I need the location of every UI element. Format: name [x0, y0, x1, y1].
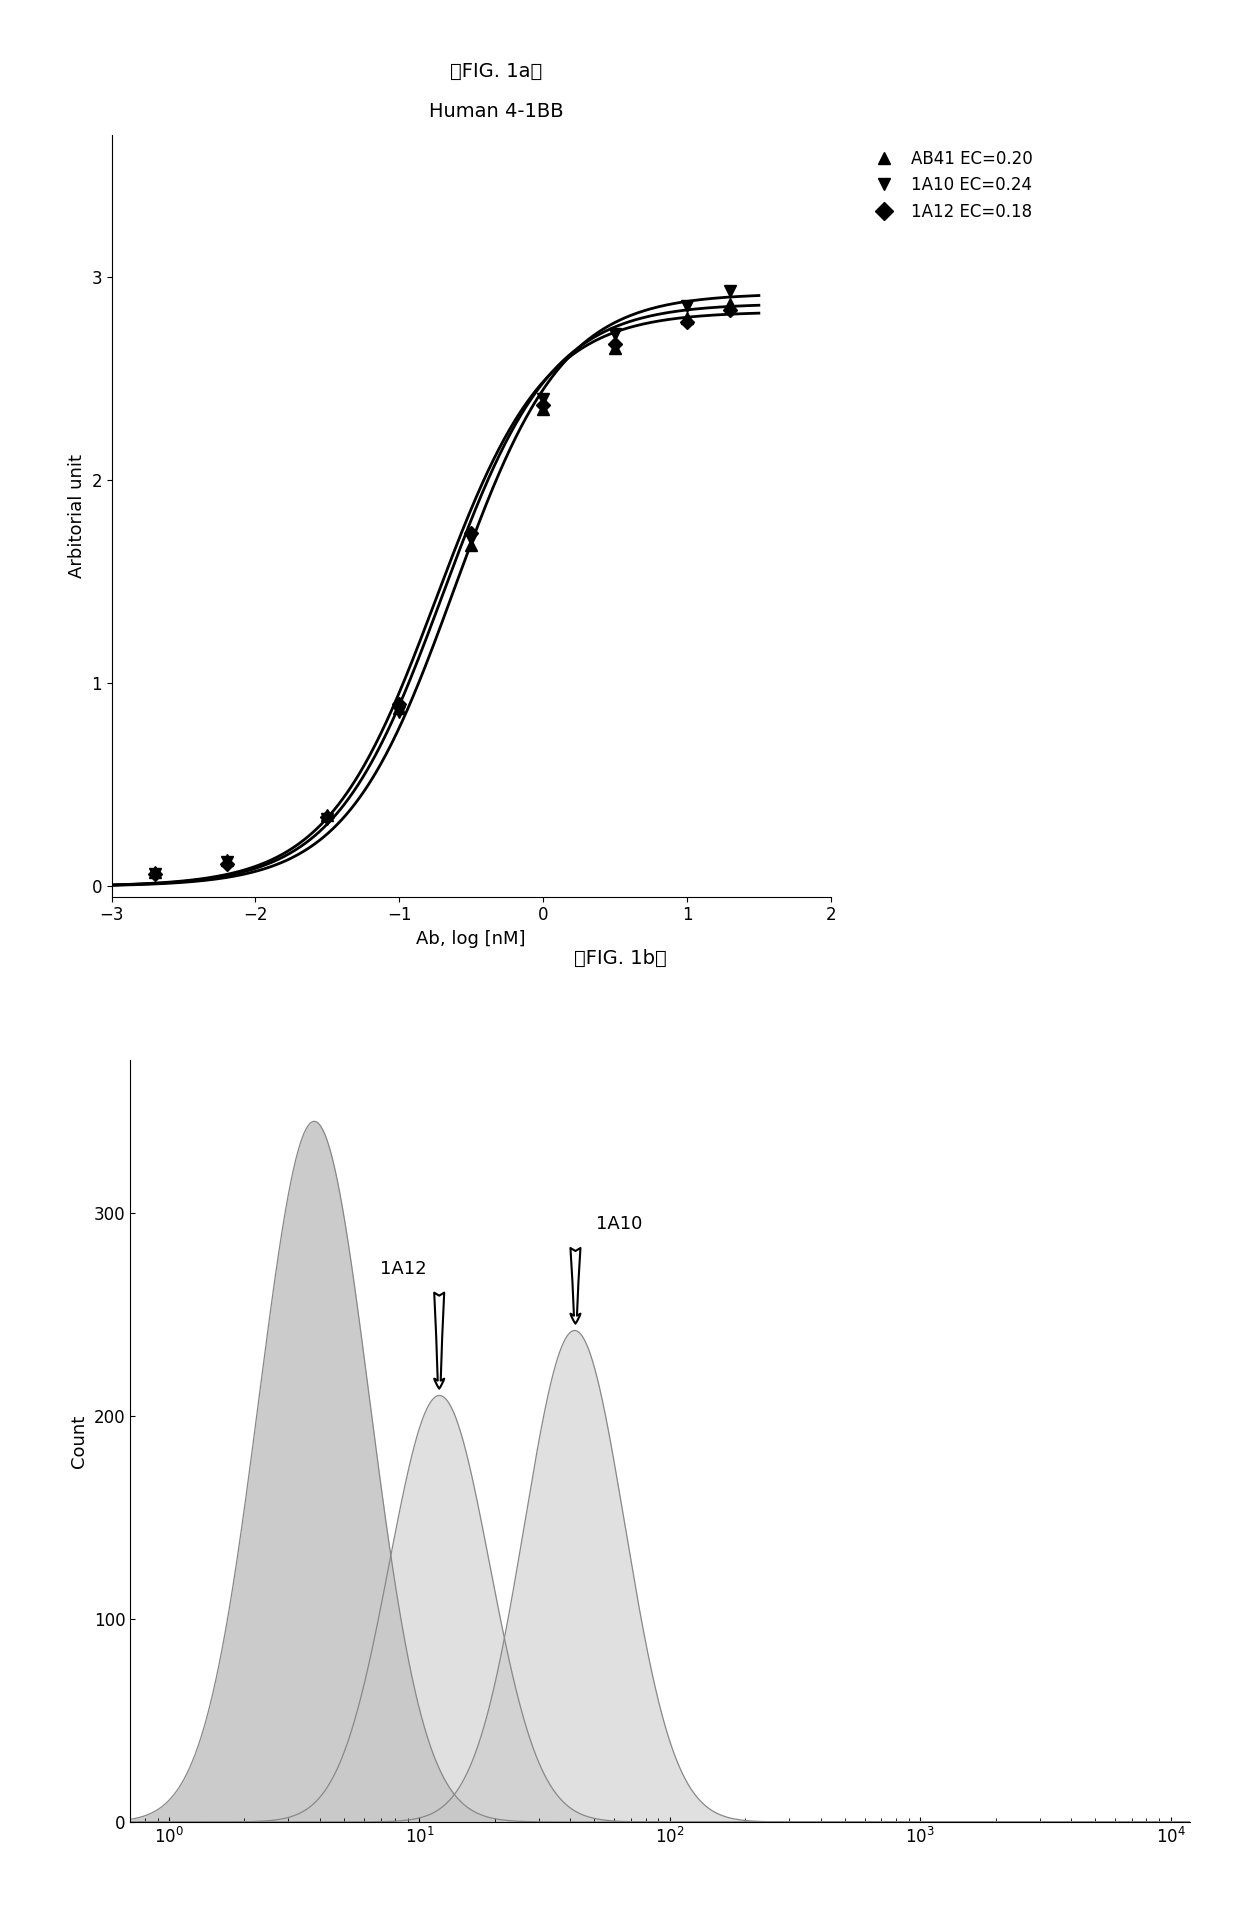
X-axis label: Ab, log [nM]: Ab, log [nM]	[417, 929, 526, 949]
Y-axis label: Count: Count	[71, 1415, 88, 1467]
Text: 【FIG. 1b】: 【FIG. 1b】	[574, 949, 666, 968]
Text: 1A12: 1A12	[381, 1259, 427, 1278]
Text: Human 4-1BB: Human 4-1BB	[429, 102, 563, 121]
Text: 1A10: 1A10	[596, 1215, 642, 1234]
Legend: AB41 EC=0.20, 1A10 EC=0.24, 1A12 EC=0.18: AB41 EC=0.20, 1A10 EC=0.24, 1A12 EC=0.18	[861, 143, 1039, 228]
Y-axis label: Arbitorial unit: Arbitorial unit	[68, 453, 86, 578]
Text: 【FIG. 1a】: 【FIG. 1a】	[450, 62, 542, 81]
